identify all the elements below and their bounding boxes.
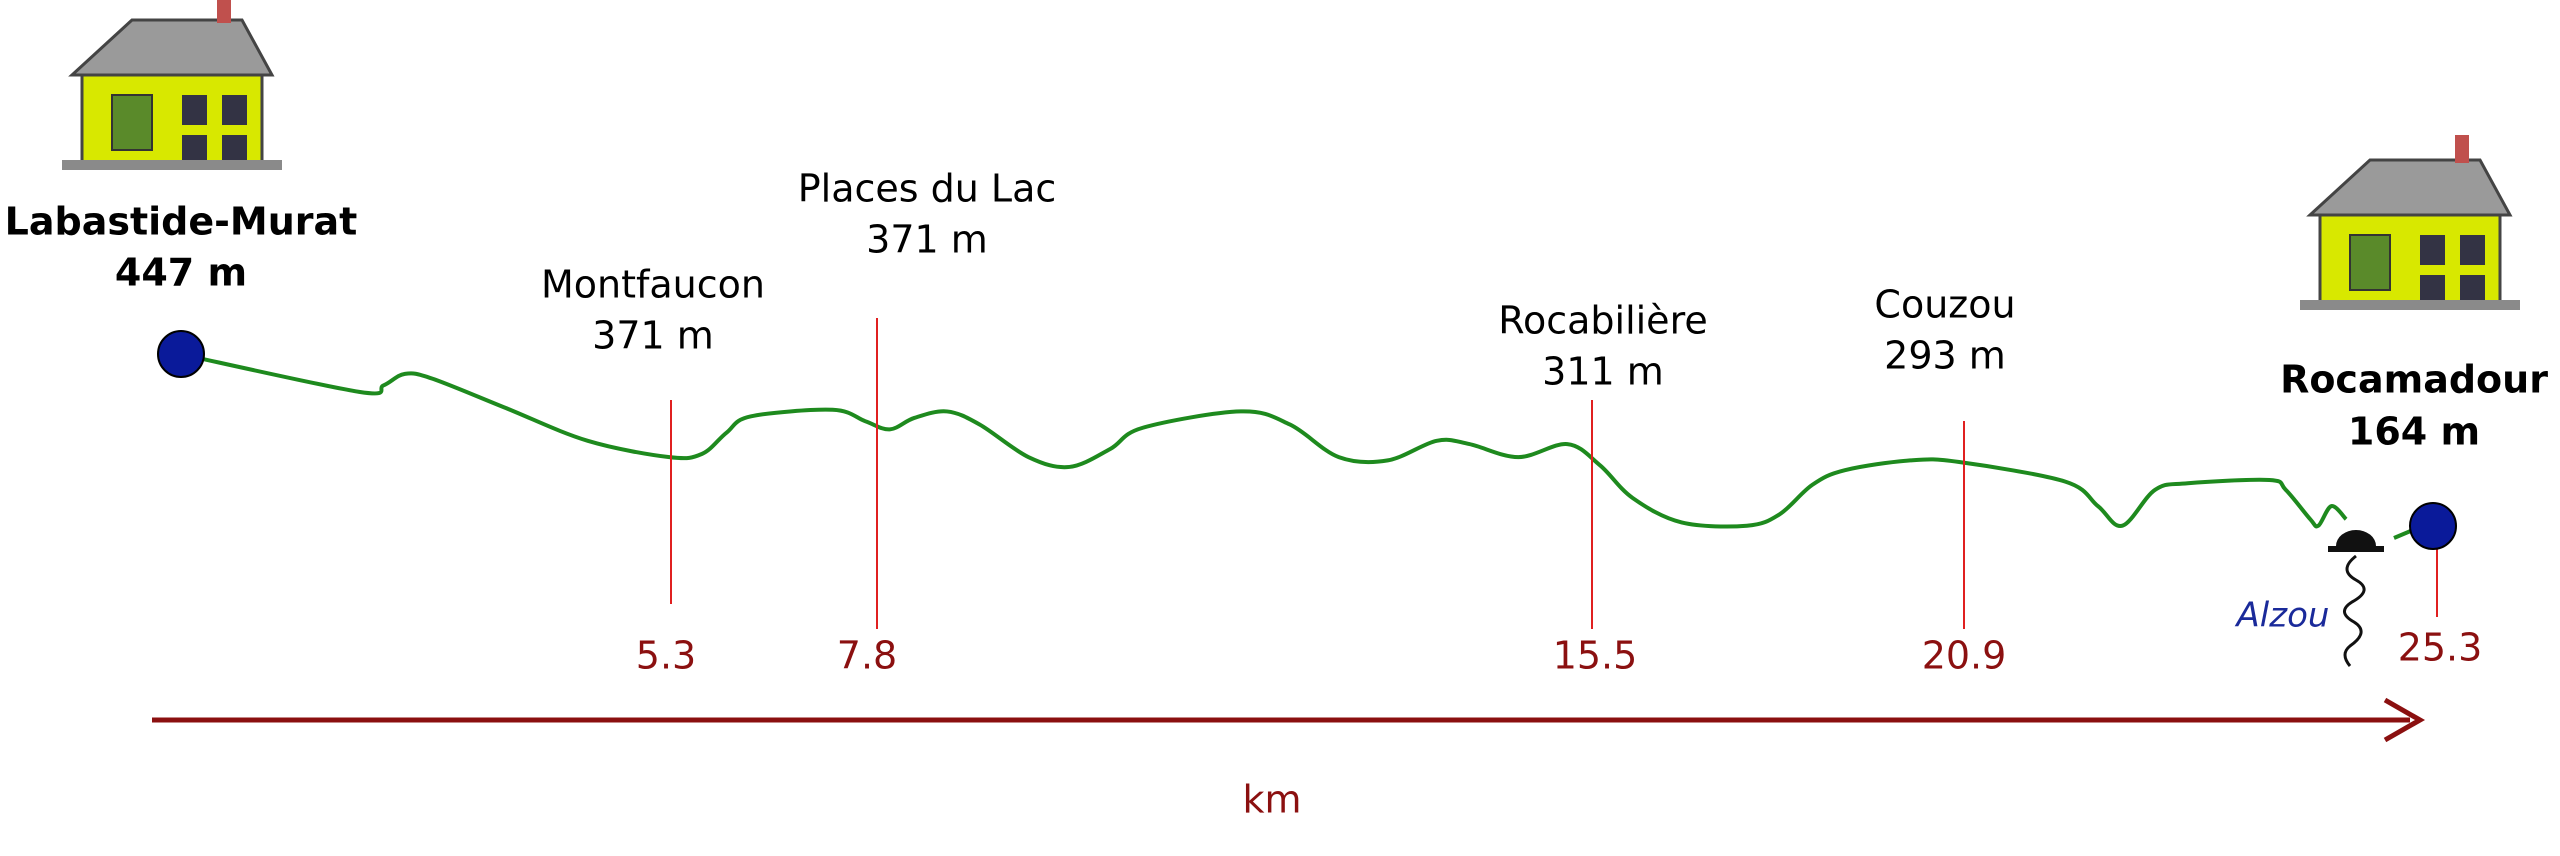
axis-label: km bbox=[1242, 778, 1301, 822]
start-point bbox=[157, 330, 205, 378]
bridge-icon bbox=[2328, 530, 2384, 667]
km-label: 15.5 bbox=[1553, 634, 1638, 678]
start-name: Labastide-Murat bbox=[5, 200, 358, 244]
start-elevation: 447 m bbox=[115, 251, 247, 295]
km-label: 20.9 bbox=[1922, 634, 2007, 678]
end-elevation: 164 m bbox=[2348, 410, 2480, 454]
waypoint-name: Rocabilière bbox=[1498, 299, 1707, 343]
km-label: 7.8 bbox=[837, 634, 897, 678]
waypoint-elevation: 371 m bbox=[866, 218, 988, 262]
elevation-line bbox=[180, 352, 2348, 529]
end-point bbox=[2409, 502, 2457, 550]
house-icon bbox=[60, 0, 284, 172]
km-label: 25.3 bbox=[2398, 626, 2483, 670]
arrow-head bbox=[2383, 697, 2426, 743]
end-name: Rocamadour bbox=[2280, 358, 2548, 402]
waypoint-elevation: 371 m bbox=[592, 314, 714, 358]
waypoint-name: Couzou bbox=[1874, 283, 2015, 327]
waypoint-elevation: 293 m bbox=[1884, 334, 2006, 378]
waypoint-name: Places du Lac bbox=[798, 167, 1057, 211]
house-icon bbox=[2298, 133, 2522, 312]
waypoint-elevation: 311 m bbox=[1542, 350, 1664, 394]
waypoint-name: Montfaucon bbox=[541, 263, 765, 307]
km-label: 5.3 bbox=[636, 634, 696, 678]
river-label: Alzou bbox=[2235, 596, 2330, 636]
